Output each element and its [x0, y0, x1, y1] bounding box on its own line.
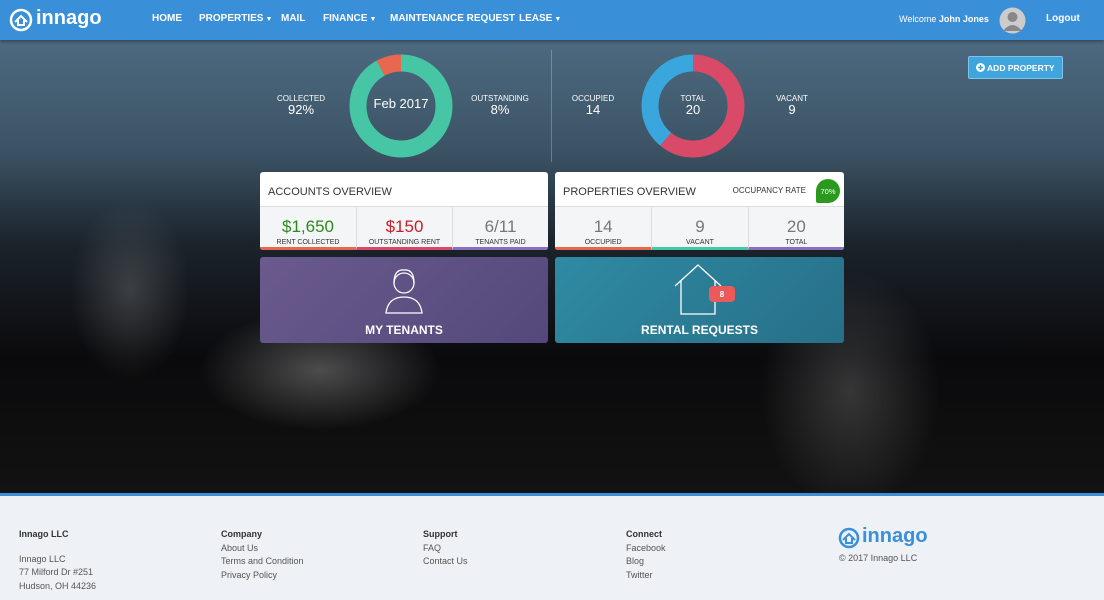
stat: $150 OUTSTANDING RENT: [356, 207, 452, 250]
footer-logo-icon: [838, 527, 860, 549]
navbar: innago HOME PROPERTIES ▼ MAIL FINANCE ▼ MAINTE…: [0, 0, 1104, 40]
footer-link: Hudson, OH 44236: [19, 580, 97, 591]
rental-requests-tile[interactable]: 8 RENTAL REQUESTS: [555, 257, 844, 343]
user-name: John Jones: [938, 14, 989, 24]
occupancy-rate-label: OCCUPANCY RATE: [732, 186, 806, 195]
dropdown-caret: ▼: [369, 16, 377, 23]
collected-value: 92%: [287, 102, 315, 117]
footer-link[interactable]: FAQ: [423, 542, 442, 553]
stat: 6/11 TENANTS PAID: [452, 207, 548, 250]
stat-value: 14: [593, 217, 613, 236]
my-tenants-label: MY TENANTS: [365, 323, 443, 337]
logo-icon[interactable]: [9, 8, 33, 32]
stat: $1,650 RENT COLLECTED: [260, 207, 356, 250]
outstanding-value: 8%: [490, 102, 510, 117]
footer-heading: Company: [221, 529, 263, 539]
stat: 14 OCCUPIED: [555, 207, 652, 250]
nav-item[interactable]: MAIL: [281, 13, 305, 24]
nav-item[interactable]: LEASE ▼: [519, 13, 561, 24]
stat-label: TOTAL: [785, 239, 808, 246]
nav-item-text: HOME: [152, 13, 182, 24]
divider: [551, 50, 552, 162]
footer-column: Company About Us Terms and Condition Privac…: [221, 528, 304, 582]
occupied-value: 14: [585, 102, 601, 117]
vacant-label: VACANT: [776, 94, 808, 103]
stat-value: $150: [385, 217, 424, 236]
donut-segment: [349, 54, 453, 158]
stat-label: VACANT: [686, 239, 714, 246]
nav-item-text: LEASE: [519, 13, 553, 24]
total-value: 20: [685, 102, 701, 117]
stat-value: 20: [786, 217, 806, 236]
occupancy-rate-badge: 70%: [816, 179, 840, 203]
footer-column: Support FAQ Contact Us: [423, 528, 468, 569]
vacant-value: 9: [788, 102, 796, 117]
nav-item-text: MAIL: [281, 13, 306, 24]
my-tenants-tile[interactable]: MY TENANTS: [260, 257, 548, 343]
nav-item-text: MAINTENANCE REQUEST: [390, 13, 516, 24]
footer-link[interactable]: Contact Us: [423, 556, 468, 566]
hero: COLLECTED 92% OUTSTANDING 8% Feb 2017 OC…: [0, 40, 1104, 493]
brand[interactable]: innago: [36, 7, 102, 29]
nav-item[interactable]: FINANCE ▼: [323, 13, 376, 24]
footer-link[interactable]: Facebook: [626, 542, 666, 553]
nav-item[interactable]: PROPERTIES ▼: [199, 13, 272, 24]
stat: 9 VACANT: [651, 207, 748, 250]
stat-label: TENANTS PAID: [475, 239, 526, 246]
stat-label: OUTSTANDING RENT: [368, 239, 441, 246]
welcome-text: Welcome: [899, 14, 937, 24]
total-label: TOTAL: [680, 94, 706, 103]
dropdown-caret: ▼: [554, 16, 562, 23]
dropdown-caret: ▼: [265, 16, 273, 23]
stat-value: $1,650: [282, 217, 334, 236]
stat-value: 6/11: [484, 217, 517, 236]
footer-heading: Innago LLC: [19, 529, 69, 539]
footer-link: Innago LLC: [19, 553, 66, 564]
welcome: Welcome John Jones: [899, 14, 989, 24]
period: Feb 2017: [373, 96, 429, 111]
tenant-icon: [385, 269, 423, 314]
stat-label: OCCUPIED: [584, 239, 622, 246]
add-property-text: ADD PROPERTY: [987, 63, 1055, 73]
footer-column: Innago LLC Innago LLC 77 Milford Dr #251 Hu…: [19, 528, 96, 593]
footer-link[interactable]: Blog: [626, 556, 645, 566]
accounts-card: ACCOUNTS OVERVIEW $1,650 RENT COLLECTED $1…: [260, 172, 548, 250]
copyright: © 2017 Innago LLC: [839, 553, 918, 563]
requests-badge: 8: [709, 286, 735, 302]
properties-card: PROPERTIES OVERVIEW OCCUPANCY RATE 70% 1…: [555, 172, 844, 250]
nav-item-text: FINANCE: [323, 13, 368, 24]
footer-link[interactable]: About Us: [221, 542, 259, 553]
nav-item[interactable]: MAINTENANCE REQUEST: [390, 13, 515, 24]
properties-title: PROPERTIES OVERVIEW: [555, 172, 844, 207]
add-property-button[interactable]: ADD PROPERTY: [968, 56, 1063, 79]
stat-label: RENT COLLECTED: [276, 239, 340, 246]
stat: 20 TOTAL: [747, 207, 844, 250]
rental-requests-label: RENTAL REQUESTS: [641, 323, 758, 337]
collected-label: COLLECTED: [276, 94, 325, 103]
footer-brand: innago: [862, 525, 928, 547]
footer-link[interactable]: Twitter: [626, 569, 653, 580]
nav-item-text: PROPERTIES: [199, 13, 264, 24]
footer-heading: Connect: [626, 529, 662, 539]
footer-link: 77 Milford Dr #251: [19, 567, 94, 577]
footer-heading: Support: [423, 529, 458, 539]
outstanding-label: OUTSTANDING: [471, 94, 529, 103]
footer-column: Connect Facebook Blog Twitter: [626, 528, 666, 582]
accounts-title: ACCOUNTS OVERVIEW: [260, 172, 548, 207]
footer-link[interactable]: Privacy Policy: [221, 569, 278, 580]
nav-item[interactable]: HOME: [152, 13, 182, 24]
footer: innago © 2017 Innago LLC Innago LLC Innag…: [0, 493, 1104, 600]
occupied-label: OCCUPIED: [571, 94, 615, 103]
occupancy-donut: [641, 54, 745, 158]
avatar[interactable]: [999, 7, 1026, 34]
collection-donut: [349, 54, 453, 158]
plus-icon: [976, 63, 985, 72]
logout[interactable]: Logout: [1046, 13, 1080, 24]
footer-link[interactable]: Terms and Condition: [221, 556, 304, 566]
donut-segment: [641, 54, 745, 158]
stat-value: 9: [695, 217, 705, 236]
